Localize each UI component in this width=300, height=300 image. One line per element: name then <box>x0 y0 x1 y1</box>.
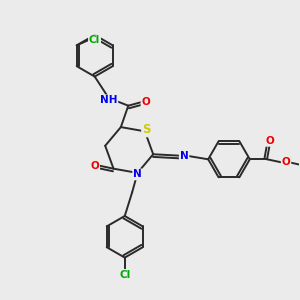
Text: O: O <box>142 97 150 107</box>
Text: S: S <box>142 123 151 136</box>
Text: O: O <box>90 161 99 171</box>
Text: N: N <box>180 151 188 161</box>
Text: NH: NH <box>100 95 117 105</box>
Text: O: O <box>282 157 290 167</box>
Text: N: N <box>133 169 142 179</box>
Text: Cl: Cl <box>119 270 130 280</box>
Text: O: O <box>265 136 274 146</box>
Text: Cl: Cl <box>89 35 100 45</box>
